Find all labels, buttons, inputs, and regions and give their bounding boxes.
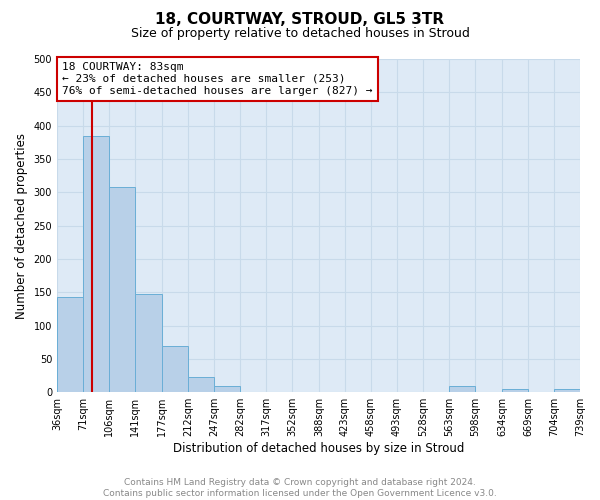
Text: Contains HM Land Registry data © Crown copyright and database right 2024.
Contai: Contains HM Land Registry data © Crown c…: [103, 478, 497, 498]
Bar: [502, 389, 528, 392]
Bar: [57, 297, 83, 392]
Text: Size of property relative to detached houses in Stroud: Size of property relative to detached ho…: [131, 28, 469, 40]
Bar: [162, 346, 188, 392]
X-axis label: Distribution of detached houses by size in Stroud: Distribution of detached houses by size …: [173, 442, 464, 455]
Bar: [135, 294, 162, 392]
Text: 18 COURTWAY: 83sqm
← 23% of detached houses are smaller (253)
76% of semi-detach: 18 COURTWAY: 83sqm ← 23% of detached hou…: [62, 62, 373, 96]
Bar: [109, 187, 135, 392]
Bar: [554, 389, 580, 392]
Y-axis label: Number of detached properties: Number of detached properties: [15, 132, 28, 318]
Text: 18, COURTWAY, STROUD, GL5 3TR: 18, COURTWAY, STROUD, GL5 3TR: [155, 12, 445, 28]
Bar: [214, 386, 240, 392]
Bar: [83, 136, 109, 392]
Bar: [188, 377, 214, 392]
Bar: [449, 386, 475, 392]
